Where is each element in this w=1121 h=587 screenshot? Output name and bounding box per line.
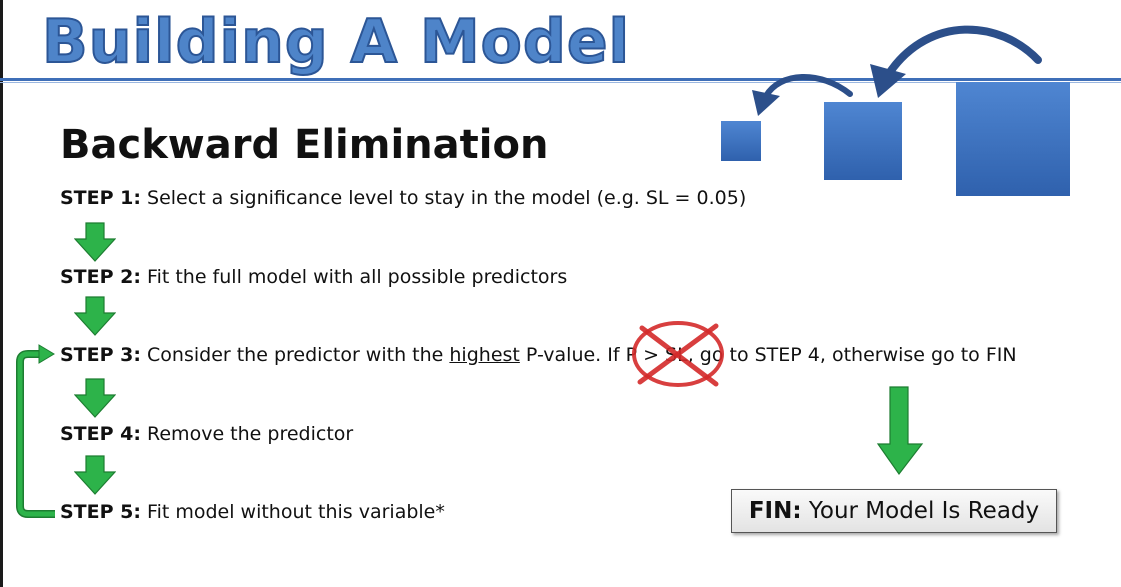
step-1-text: Select a significance level to stay in t… [140, 187, 747, 209]
green-down-arrow-icon [74, 378, 116, 418]
medium-square [824, 102, 902, 180]
green-down-arrow-icon [876, 386, 924, 476]
step-3-text-after: P-value. If P > SL, go to STEP 4, otherw… [519, 344, 1017, 366]
step-3: STEP 3: Consider the predictor with the … [60, 342, 1017, 368]
step-2-text: Fit the full model with all possible pre… [140, 266, 568, 288]
step-1-label: STEP 1: [60, 187, 141, 209]
small-curve-arrowhead [752, 90, 780, 116]
green-loop-arrow-icon [16, 344, 55, 518]
fin-box: FIN: Your Model Is Ready [731, 489, 1057, 533]
step-1: STEP 1: Select a significance level to s… [60, 185, 746, 211]
step-4-text: Remove the predictor [140, 423, 354, 445]
fin-label: FIN: [748, 498, 802, 524]
title-rule [0, 78, 1121, 81]
step-2: STEP 2: Fit the full model with all poss… [60, 264, 567, 290]
step-5: STEP 5: Fit model without this variable* [60, 499, 445, 525]
step-4-label: STEP 4: [60, 423, 141, 445]
step-4: STEP 4: Remove the predictor [60, 421, 353, 447]
fin-text: Your Model Is Ready [801, 498, 1040, 524]
section-heading: Backward Elimination [60, 122, 549, 168]
shrinking-squares-icon [721, 25, 1070, 196]
step-3-text-before: Consider the predictor with the [140, 344, 450, 366]
left-border [0, 0, 3, 587]
large-curve-arrowhead [870, 64, 906, 98]
red-cross-icon [632, 321, 724, 387]
small-square [721, 121, 761, 161]
green-down-arrow-icon [74, 222, 116, 262]
green-down-arrow-icon [74, 455, 116, 495]
large-curve-arrow [886, 25, 1042, 76]
step-2-label: STEP 2: [60, 266, 141, 288]
step-5-text: Fit model without this variable* [140, 501, 445, 523]
page-title: Building A Model [41, 6, 631, 78]
large-square [956, 82, 1070, 196]
step-3-emphasis: highest [449, 344, 520, 366]
title-rule-highlight [0, 82, 1121, 83]
step-5-label: STEP 5: [60, 501, 141, 523]
small-curve-arrow [763, 74, 853, 99]
step-3-label: STEP 3: [60, 344, 141, 366]
green-down-arrow-icon [74, 296, 116, 336]
